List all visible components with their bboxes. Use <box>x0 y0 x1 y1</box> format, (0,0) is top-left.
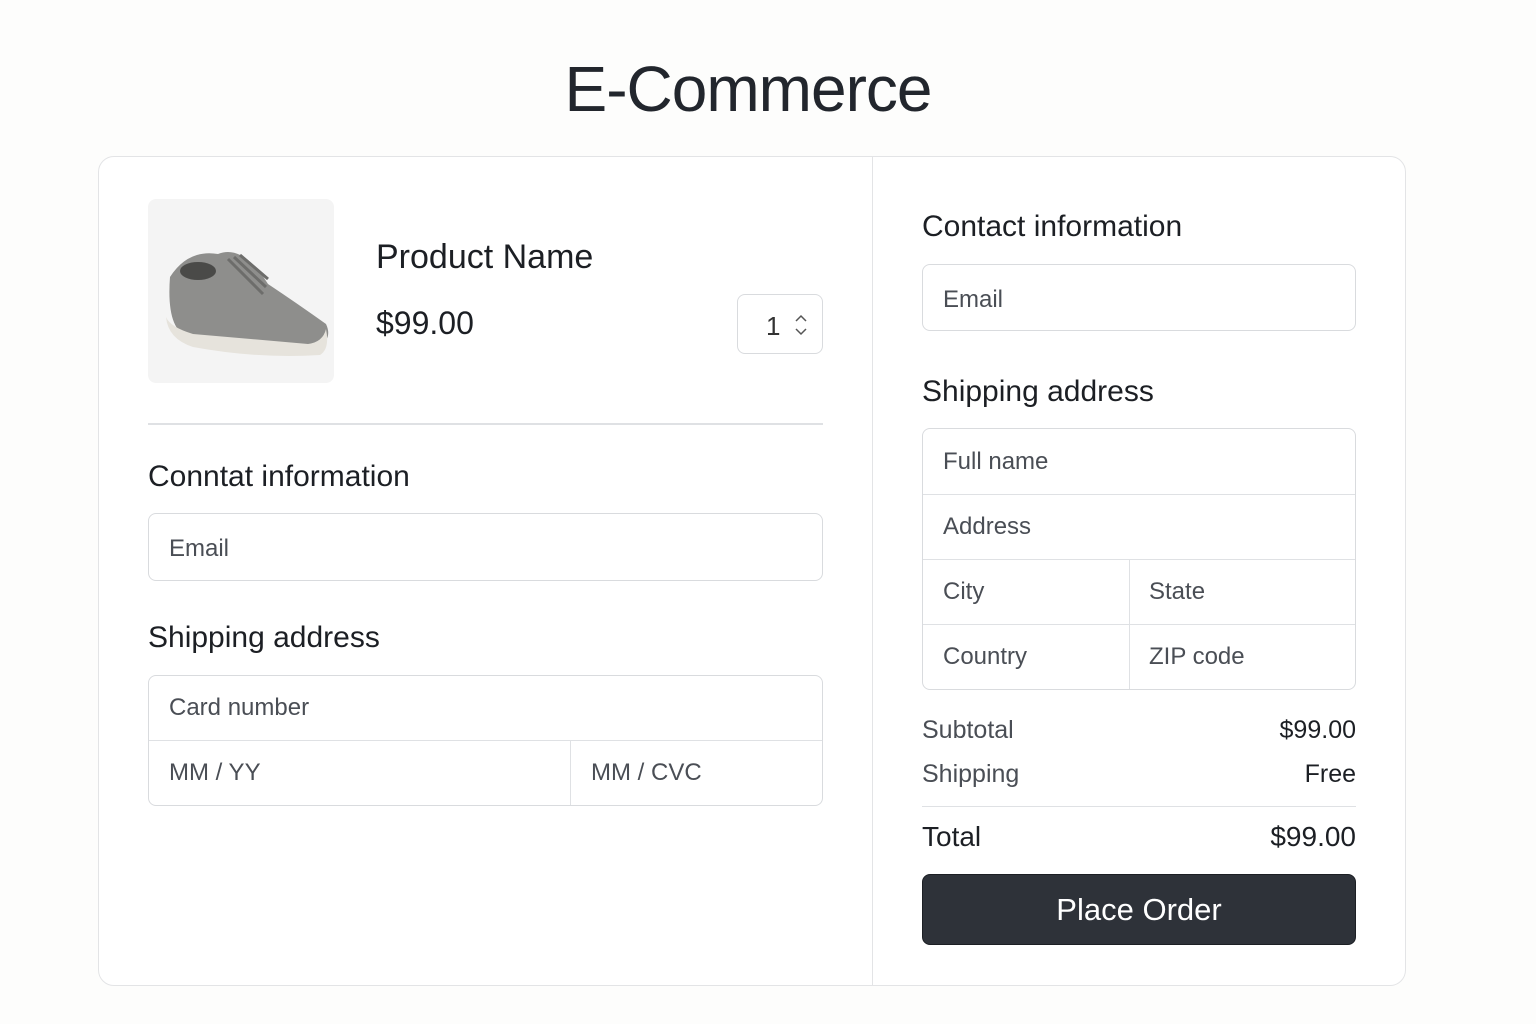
state-input[interactable]: State <box>1149 578 1206 605</box>
email-placeholder: Email <box>169 535 230 562</box>
left-contact-heading: Conntat information <box>148 460 410 493</box>
total-value: $99.00 <box>1270 821 1356 852</box>
cvc-input[interactable]: MM / CVC <box>591 759 702 786</box>
page-title: E-Commerce <box>564 53 933 125</box>
column-divider <box>872 157 873 985</box>
total-label: Total <box>922 821 982 852</box>
subtotal-value: $99.00 <box>1279 716 1356 744</box>
full-name-input[interactable]: Full name <box>943 447 1049 475</box>
left-shipping-heading: Shipping address <box>148 621 380 654</box>
right-shipping-heading: Shipping address <box>922 375 1154 408</box>
card-number-input[interactable]: Card number <box>169 694 310 721</box>
quantity-value: 1 <box>766 311 781 341</box>
sneaker-image <box>148 199 334 383</box>
divider <box>570 741 571 805</box>
shipping-label: Shipping <box>922 760 1020 788</box>
left-email-input[interactable]: Email <box>148 513 823 581</box>
card-fields-group: Card number MM / YY MM / CVC <box>148 675 823 806</box>
right-contact-heading: Contact information <box>922 210 1183 243</box>
product-divider <box>148 423 823 425</box>
stepper-arrows-icon[interactable] <box>794 313 808 337</box>
zip-input[interactable]: ZIP code <box>1149 643 1245 670</box>
divider <box>923 624 1355 625</box>
product-price: $99.00 <box>376 305 474 341</box>
email-placeholder: Email <box>943 286 1004 313</box>
subtotal-label: Subtotal <box>922 716 1014 744</box>
divider <box>923 494 1355 495</box>
country-input[interactable]: Country <box>943 643 1028 670</box>
right-email-input[interactable]: Email <box>922 264 1356 331</box>
address-fields-group: Full name Address City State Country ZIP… <box>922 428 1356 690</box>
divider <box>923 559 1355 560</box>
address-input[interactable]: Address <box>943 513 1032 540</box>
expiry-input[interactable]: MM / YY <box>169 759 261 786</box>
city-input[interactable]: City <box>943 578 985 605</box>
quantity-stepper[interactable]: 1 <box>737 294 823 354</box>
summary-divider <box>922 806 1356 807</box>
place-order-button[interactable]: Place Order <box>922 874 1356 945</box>
divider <box>1129 560 1130 689</box>
shipping-value: Free <box>1304 760 1356 788</box>
product-name: Product Name <box>376 238 594 276</box>
divider <box>149 740 822 741</box>
